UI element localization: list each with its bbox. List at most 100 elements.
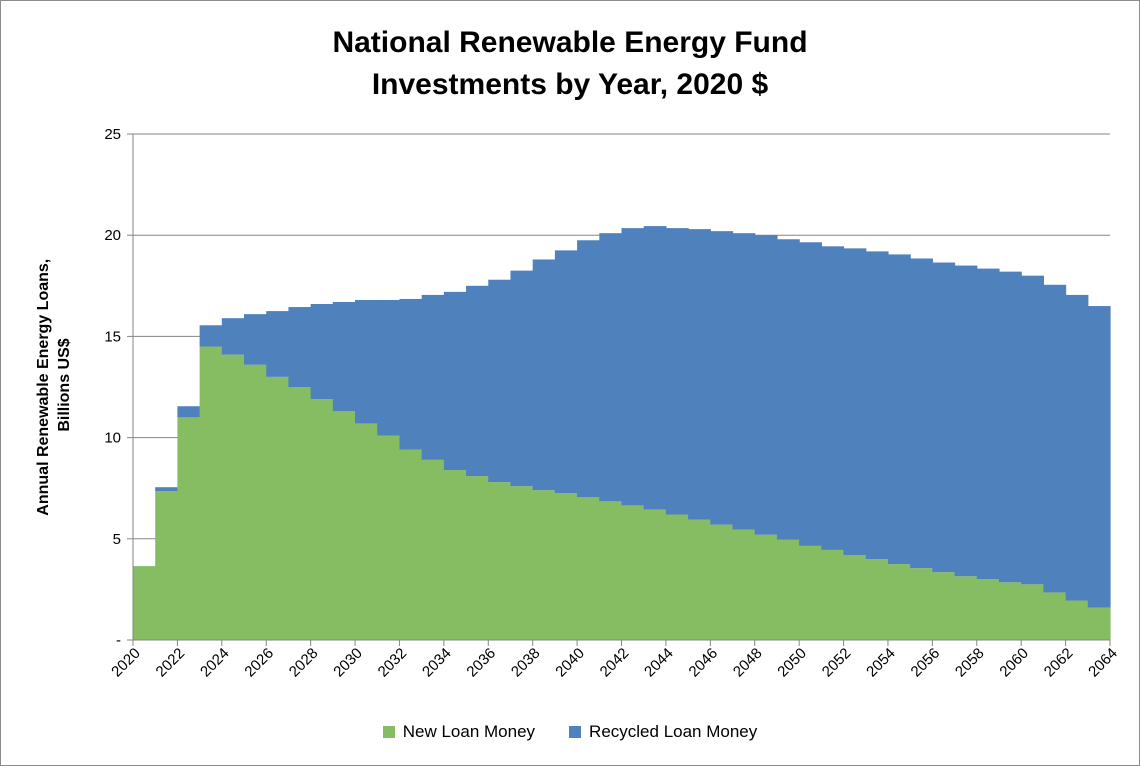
y-tick-label: 20 bbox=[104, 227, 121, 244]
bar-recycled-loan-2030 bbox=[332, 301, 356, 412]
bar-recycled-loan-2054 bbox=[865, 251, 889, 560]
x-tick-label: 2030 bbox=[330, 645, 366, 681]
bar-recycled-loan-2063 bbox=[1065, 294, 1089, 601]
bar-recycled-loan-2040 bbox=[554, 250, 578, 494]
bar-new-loan-2048 bbox=[732, 529, 756, 640]
bar-recycled-loan-2053 bbox=[843, 248, 867, 555]
bar-new-loan-2039 bbox=[532, 490, 556, 640]
bar-new-loan-2032 bbox=[377, 435, 401, 640]
x-tick-label: 2026 bbox=[241, 645, 277, 681]
bar-recycled-loan-2052 bbox=[821, 246, 845, 550]
x-tick-label: 2052 bbox=[819, 645, 855, 681]
bar-new-loan-2038 bbox=[510, 486, 534, 640]
bar-new-loan-2060 bbox=[998, 582, 1022, 640]
bar-recycled-loan-2041 bbox=[577, 240, 600, 498]
bar-new-loan-2042 bbox=[599, 501, 623, 640]
bar-recycled-loan-2051 bbox=[799, 242, 822, 546]
bar-recycled-loan-2064 bbox=[1087, 306, 1111, 608]
y-tick-label: 15 bbox=[104, 328, 121, 345]
bar-recycled-loan-2043 bbox=[621, 228, 645, 506]
x-tick-label: 2062 bbox=[1041, 645, 1077, 681]
bar-new-loan-2052 bbox=[821, 549, 845, 640]
bar-new-loan-2041 bbox=[577, 497, 600, 640]
bar-recycled-loan-2028 bbox=[288, 307, 312, 387]
bar-new-loan-2045 bbox=[665, 514, 689, 640]
bar-recycled-loan-2039 bbox=[532, 259, 556, 491]
y-tick-label: 5 bbox=[113, 531, 121, 548]
legend-item-new-loan: New Loan Money bbox=[382, 722, 535, 742]
bar-new-loan-2058 bbox=[954, 576, 978, 640]
bar-new-loan-2046 bbox=[688, 519, 711, 640]
bar-recycled-loan-2059 bbox=[976, 268, 1000, 580]
axes bbox=[127, 133, 1111, 646]
x-tick-label: 2028 bbox=[286, 645, 322, 681]
area-steps bbox=[133, 226, 1111, 640]
bar-new-loan-2027 bbox=[266, 376, 290, 640]
bar-new-loan-2063 bbox=[1065, 600, 1089, 640]
bar-recycled-loan-2060 bbox=[998, 271, 1022, 583]
bar-recycled-loan-2044 bbox=[643, 226, 667, 510]
y-axis-label-line-1: Annual Renewable Energy Loans, bbox=[35, 259, 52, 516]
x-tick-label: 2048 bbox=[730, 645, 766, 681]
bar-new-loan-2025 bbox=[221, 354, 245, 640]
bar-new-loan-2035 bbox=[443, 469, 467, 640]
bar-recycled-loan-2057 bbox=[932, 262, 956, 573]
legend-swatch-new-loan bbox=[382, 726, 395, 738]
bar-recycled-loan-2062 bbox=[1043, 284, 1067, 593]
bar-recycled-loan-2029 bbox=[310, 304, 334, 400]
bar-new-loan-2031 bbox=[355, 423, 378, 640]
bar-new-loan-2062 bbox=[1043, 592, 1067, 640]
x-tick-label: 2046 bbox=[686, 645, 722, 681]
legend: New Loan Money Recycled Loan Money bbox=[0, 722, 1140, 742]
y-tick-labels: - 5 10 15 20 25 bbox=[104, 126, 121, 649]
legend-swatch-recycled-loan bbox=[569, 726, 582, 738]
bar-recycled-loan-2048 bbox=[732, 233, 756, 530]
bar-new-loan-2034 bbox=[421, 459, 445, 640]
bar-recycled-loan-2035 bbox=[443, 291, 467, 470]
x-tick-label: 2032 bbox=[375, 645, 411, 681]
bar-recycled-loan-2025 bbox=[221, 318, 245, 355]
bar-new-loan-2036 bbox=[466, 476, 489, 640]
chart-title-line-2: Investments by Year, 2020 $ bbox=[371, 68, 769, 101]
bar-recycled-loan-2023 bbox=[177, 406, 201, 418]
y-tick-label: 10 bbox=[104, 430, 121, 447]
x-tick-label: 2034 bbox=[419, 645, 455, 681]
x-tick-label: 2036 bbox=[463, 645, 499, 681]
x-tick-label: 2038 bbox=[508, 645, 544, 681]
bar-new-loan-2056 bbox=[910, 568, 933, 640]
x-tick-label: 2044 bbox=[641, 645, 677, 681]
bar-new-loan-2024 bbox=[199, 346, 223, 640]
bar-recycled-loan-2024 bbox=[199, 325, 223, 347]
bar-recycled-loan-2050 bbox=[776, 239, 800, 540]
bar-new-loan-2022 bbox=[155, 491, 179, 640]
bar-recycled-loan-2037 bbox=[488, 279, 512, 483]
x-tick-label: 2056 bbox=[908, 645, 944, 681]
chart-title-line-1: National Renewable Energy Fund bbox=[332, 26, 808, 59]
x-tick-label: 2040 bbox=[552, 645, 588, 681]
bar-new-loan-2050 bbox=[776, 539, 800, 640]
bar-new-loan-2044 bbox=[643, 509, 667, 640]
bar-recycled-loan-2055 bbox=[887, 254, 911, 565]
bar-recycled-loan-2042 bbox=[599, 233, 623, 502]
bar-recycled-loan-2061 bbox=[1021, 275, 1044, 585]
bar-new-loan-2029 bbox=[310, 399, 334, 640]
bar-recycled-loan-2022 bbox=[155, 487, 179, 492]
bar-new-loan-2043 bbox=[621, 505, 645, 640]
bar-recycled-loan-2047 bbox=[710, 231, 734, 525]
x-tick-label: 2064 bbox=[1085, 645, 1121, 681]
x-tick-label: 2058 bbox=[952, 645, 988, 681]
bar-new-loan-2028 bbox=[288, 387, 312, 640]
y-tick-label: 25 bbox=[104, 126, 121, 143]
bar-new-loan-2054 bbox=[865, 559, 889, 640]
bar-recycled-loan-2032 bbox=[377, 299, 401, 436]
bar-recycled-loan-2026 bbox=[244, 314, 267, 365]
bar-new-loan-2033 bbox=[399, 449, 423, 640]
bar-new-loan-2061 bbox=[1021, 584, 1044, 640]
bar-new-loan-2047 bbox=[710, 524, 734, 640]
bar-new-loan-2051 bbox=[799, 545, 822, 640]
bar-new-loan-2049 bbox=[754, 534, 778, 640]
bar-new-loan-2059 bbox=[976, 579, 1000, 640]
x-tick-label: 2022 bbox=[153, 645, 189, 681]
x-tick-label: 2042 bbox=[597, 645, 633, 681]
